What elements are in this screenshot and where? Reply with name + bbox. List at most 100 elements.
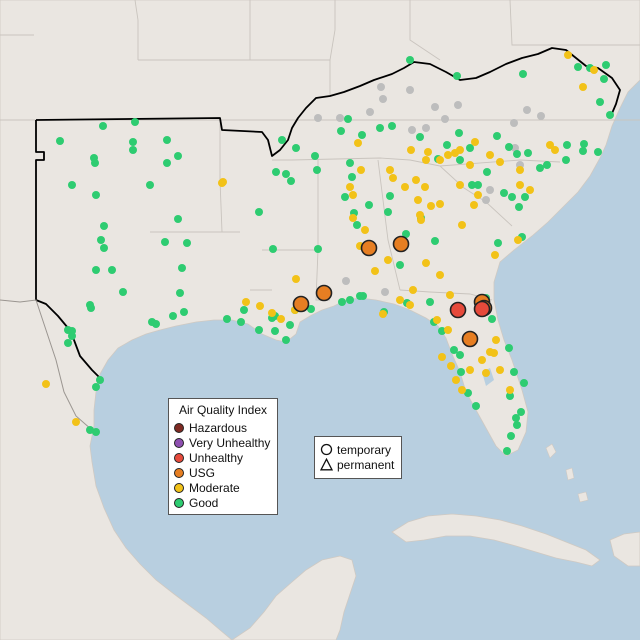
station-no-data[interactable] bbox=[406, 86, 414, 94]
station-moderate[interactable] bbox=[268, 309, 276, 317]
station-moderate[interactable] bbox=[546, 141, 554, 149]
station-moderate[interactable] bbox=[564, 51, 572, 59]
station-good[interactable] bbox=[524, 149, 532, 157]
station-no-data[interactable] bbox=[441, 115, 449, 123]
station-good[interactable] bbox=[313, 166, 321, 174]
station-good[interactable] bbox=[163, 159, 171, 167]
station-good[interactable] bbox=[146, 181, 154, 189]
station-good[interactable] bbox=[464, 389, 472, 397]
station-moderate[interactable] bbox=[401, 183, 409, 191]
station-good[interactable] bbox=[453, 72, 461, 80]
station-good[interactable] bbox=[416, 133, 424, 141]
station-moderate[interactable] bbox=[451, 149, 459, 157]
station-good[interactable] bbox=[472, 402, 480, 410]
station-good[interactable] bbox=[456, 351, 464, 359]
station-moderate[interactable] bbox=[482, 369, 490, 377]
station-good[interactable] bbox=[152, 320, 160, 328]
station-good[interactable] bbox=[450, 346, 458, 354]
station-good[interactable] bbox=[338, 298, 346, 306]
station-moderate[interactable] bbox=[516, 181, 524, 189]
station-moderate[interactable] bbox=[407, 146, 415, 154]
station-good[interactable] bbox=[606, 111, 614, 119]
station-good[interactable] bbox=[237, 318, 245, 326]
station-good[interactable] bbox=[129, 146, 137, 154]
station-moderate[interactable] bbox=[447, 362, 455, 370]
station-moderate[interactable] bbox=[444, 326, 452, 334]
station-moderate[interactable] bbox=[436, 200, 444, 208]
station-no-data[interactable] bbox=[314, 114, 322, 122]
station-moderate[interactable] bbox=[514, 236, 522, 244]
station-good[interactable] bbox=[163, 136, 171, 144]
station-good[interactable] bbox=[174, 152, 182, 160]
station-moderate[interactable] bbox=[414, 196, 422, 204]
station-moderate[interactable] bbox=[409, 286, 417, 294]
station-good[interactable] bbox=[271, 327, 279, 335]
station-moderate[interactable] bbox=[371, 267, 379, 275]
station-good[interactable] bbox=[180, 308, 188, 316]
station-good[interactable] bbox=[169, 312, 177, 320]
station-good[interactable] bbox=[455, 129, 463, 137]
station-good[interactable] bbox=[96, 376, 104, 384]
station-good[interactable] bbox=[131, 118, 139, 126]
station-moderate[interactable] bbox=[526, 186, 534, 194]
station-good[interactable] bbox=[365, 201, 373, 209]
station-moderate[interactable] bbox=[406, 301, 414, 309]
station-good[interactable] bbox=[269, 245, 277, 253]
station-moderate[interactable] bbox=[590, 66, 598, 74]
station-good[interactable] bbox=[520, 379, 528, 387]
station-good[interactable] bbox=[503, 447, 511, 455]
station-good[interactable] bbox=[292, 144, 300, 152]
station-moderate[interactable] bbox=[496, 366, 504, 374]
station-moderate[interactable] bbox=[427, 202, 435, 210]
station-good[interactable] bbox=[100, 244, 108, 252]
station-moderate[interactable] bbox=[218, 179, 226, 187]
station-moderate[interactable] bbox=[421, 183, 429, 191]
station-moderate[interactable] bbox=[386, 166, 394, 174]
station-moderate[interactable] bbox=[491, 251, 499, 259]
station-good[interactable] bbox=[91, 159, 99, 167]
station-no-data[interactable] bbox=[379, 95, 387, 103]
station-good[interactable] bbox=[376, 124, 384, 132]
station-good[interactable] bbox=[521, 193, 529, 201]
station-moderate[interactable] bbox=[242, 298, 250, 306]
station-moderate[interactable] bbox=[466, 161, 474, 169]
station-good[interactable] bbox=[307, 305, 315, 313]
station-good[interactable] bbox=[443, 141, 451, 149]
station-good[interactable] bbox=[64, 339, 72, 347]
station-moderate[interactable] bbox=[436, 271, 444, 279]
station-good[interactable] bbox=[431, 237, 439, 245]
station-good[interactable] bbox=[579, 147, 587, 155]
station-usg[interactable] bbox=[292, 295, 310, 313]
station-good[interactable] bbox=[87, 304, 95, 312]
station-moderate[interactable] bbox=[551, 146, 559, 154]
station-no-data[interactable] bbox=[486, 186, 494, 194]
station-good[interactable] bbox=[513, 150, 521, 158]
station-moderate[interactable] bbox=[424, 148, 432, 156]
station-good[interactable] bbox=[358, 131, 366, 139]
station-moderate[interactable] bbox=[389, 174, 397, 182]
station-moderate[interactable] bbox=[349, 191, 357, 199]
station-moderate[interactable] bbox=[446, 291, 454, 299]
station-no-data[interactable] bbox=[454, 101, 462, 109]
station-no-data[interactable] bbox=[431, 103, 439, 111]
station-good[interactable] bbox=[426, 298, 434, 306]
station-good[interactable] bbox=[457, 368, 465, 376]
station-no-data[interactable] bbox=[336, 114, 344, 122]
station-good[interactable] bbox=[517, 408, 525, 416]
station-good[interactable] bbox=[600, 75, 608, 83]
station-moderate[interactable] bbox=[42, 380, 50, 388]
station-good[interactable] bbox=[348, 173, 356, 181]
station-unhealthy[interactable] bbox=[449, 301, 467, 319]
station-good[interactable] bbox=[388, 122, 396, 130]
station-moderate[interactable] bbox=[490, 349, 498, 357]
station-moderate[interactable] bbox=[422, 156, 430, 164]
station-no-data[interactable] bbox=[342, 277, 350, 285]
station-good[interactable] bbox=[272, 168, 280, 176]
station-good[interactable] bbox=[483, 168, 491, 176]
station-moderate[interactable] bbox=[444, 151, 452, 159]
station-moderate[interactable] bbox=[496, 158, 504, 166]
station-good[interactable] bbox=[314, 245, 322, 253]
station-good[interactable] bbox=[406, 56, 414, 64]
station-good[interactable] bbox=[68, 181, 76, 189]
station-moderate[interactable] bbox=[516, 166, 524, 174]
